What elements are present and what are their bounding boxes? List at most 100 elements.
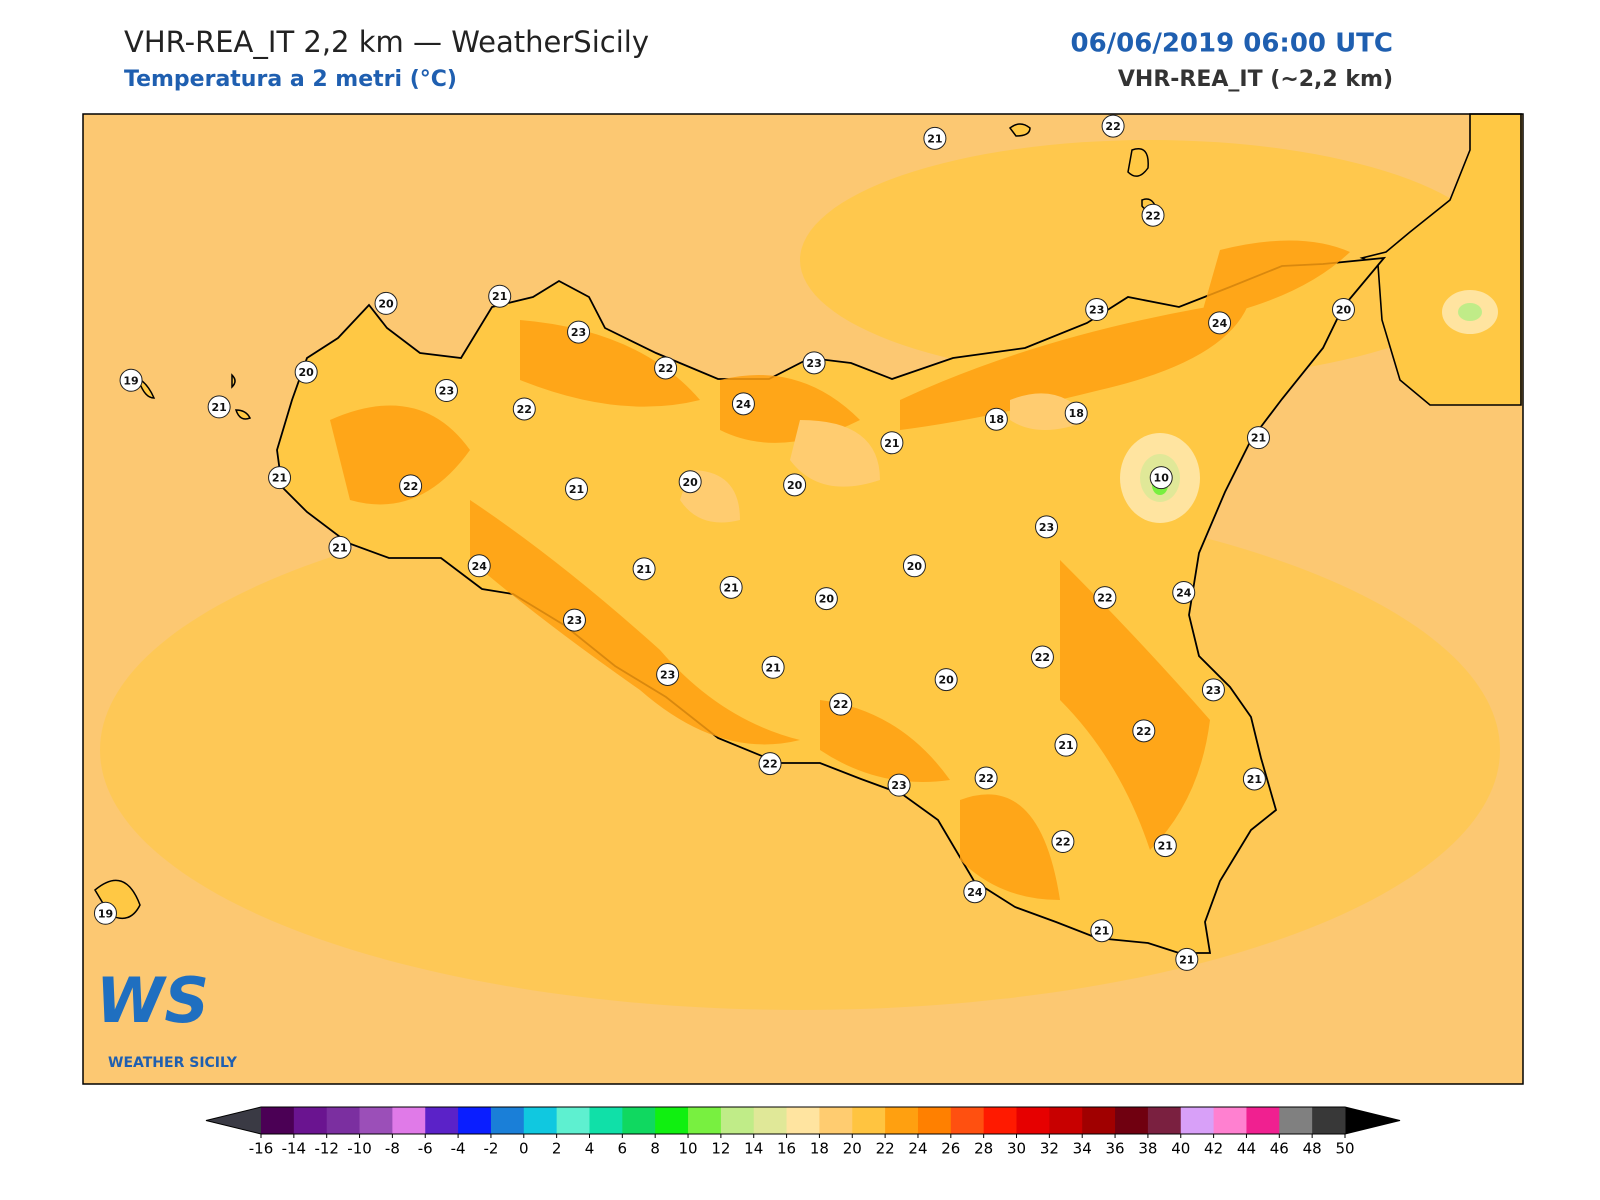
station-value: 21	[569, 483, 584, 496]
colorbar-tick-label: 36	[1106, 1140, 1125, 1158]
station-value: 20	[378, 297, 394, 310]
colorbar-segment	[885, 1107, 919, 1134]
colorbar-segment	[1312, 1107, 1346, 1134]
colorbar-tick-label: 16	[777, 1140, 796, 1158]
station-marker	[984, 407, 1008, 431]
station-marker	[678, 470, 702, 494]
colorbar-segment	[983, 1107, 1018, 1134]
colorbar-tick-label: 44	[1237, 1140, 1256, 1158]
colorbar-tick-label: 48	[1303, 1140, 1322, 1158]
station-marker	[1153, 834, 1177, 858]
colorbar-segment	[950, 1107, 985, 1134]
colorbar-tick-label: -6	[418, 1140, 433, 1158]
station-value: 20	[1336, 304, 1352, 317]
station-value: 23	[806, 357, 821, 370]
station-marker	[783, 473, 807, 497]
station-marker	[565, 477, 589, 501]
colorbar-segment	[688, 1107, 722, 1134]
station-value: 23	[891, 779, 906, 792]
station-value: 22	[658, 362, 673, 375]
station-value: 19	[123, 374, 138, 387]
colorbar-segment	[1082, 1107, 1116, 1134]
colorbar-segment	[293, 1107, 328, 1134]
cool-patch	[680, 393, 1090, 523]
station-marker	[923, 126, 947, 150]
colorbar-segment	[1279, 1107, 1313, 1134]
station-marker	[829, 692, 853, 716]
station-value: 22	[1055, 836, 1070, 849]
station-marker	[880, 431, 904, 455]
station-value: 20	[907, 560, 923, 573]
station-value: 23	[660, 668, 675, 681]
stations: 21 22 22 20 21 23 22 23 23 24 20 19 21 20 23 22 24 18 18 21…	[93, 114, 1355, 971]
station-value: 23	[439, 385, 454, 398]
colorbar-segment	[917, 1107, 952, 1134]
colorbar-tick-label: 24	[908, 1140, 927, 1158]
colorbar-under	[206, 1107, 261, 1134]
colorbar-tick-label: -4	[451, 1140, 466, 1158]
colorbar-segment	[1147, 1107, 1182, 1134]
colorbar-tick-label: 2	[552, 1140, 562, 1158]
logo-mark: WS	[96, 964, 209, 1037]
station-marker	[1242, 767, 1266, 791]
station-value: 21	[1247, 773, 1262, 786]
colorbar-segment	[1115, 1107, 1149, 1134]
colorbar-tick-label: 12	[711, 1140, 730, 1158]
colorbar-segment	[261, 1107, 295, 1134]
colorbar-tick-label: 38	[1138, 1140, 1157, 1158]
station-marker	[814, 587, 838, 611]
station-value: 24	[472, 560, 488, 573]
station-marker	[1201, 678, 1225, 702]
station-marker	[294, 360, 318, 384]
station-marker	[802, 351, 826, 375]
colorbar-tick-label: -14	[282, 1140, 307, 1158]
station-value: 21	[1058, 739, 1073, 752]
station-marker	[1051, 830, 1075, 854]
colorbar-tick-label: 26	[941, 1140, 960, 1158]
station-value: 21	[272, 472, 287, 485]
subtitle: Temperatura a 2 metri (°C)	[124, 67, 457, 92]
colorbar: -16 -14 -12 -10 -8 -6 -4 -2 0 2 4 6 8 10 12 14 16 18 20 22 2…	[205, 1106, 1401, 1158]
station-marker	[1090, 919, 1114, 943]
station-marker	[93, 901, 117, 925]
station-value: 20	[819, 593, 835, 606]
station-marker	[207, 395, 231, 419]
colorbar-segment	[523, 1107, 558, 1134]
colorbar-segment	[753, 1107, 788, 1134]
station-marker	[761, 655, 785, 679]
map-frame	[82, 113, 1524, 1085]
station-marker	[1132, 719, 1156, 743]
colorbar-tick-label: 10	[678, 1140, 697, 1158]
station-marker	[399, 474, 423, 498]
station-marker	[1035, 515, 1059, 539]
station-value: 20	[299, 366, 315, 379]
station-value: 10	[1154, 472, 1170, 485]
map: WS WEATHER SICILY	[82, 113, 1524, 1085]
colorbar-segment	[589, 1107, 623, 1134]
station-marker	[1149, 466, 1173, 490]
station-marker	[632, 557, 656, 581]
colorbar-segment	[720, 1107, 755, 1134]
station-value: 23	[1206, 684, 1221, 697]
station-marker	[1208, 311, 1232, 335]
station-marker	[1172, 580, 1196, 604]
station-marker	[1101, 114, 1125, 138]
aspromonte-cold	[1458, 303, 1482, 321]
station-marker	[434, 379, 458, 403]
station-value: 20	[787, 479, 803, 492]
station-marker	[887, 773, 911, 797]
station-marker	[467, 554, 491, 578]
station-value: 21	[492, 290, 507, 303]
colorbar-tick-label: 8	[650, 1140, 660, 1158]
station-value: 22	[1035, 651, 1050, 664]
station-marker	[1331, 298, 1355, 322]
colorbar-segment	[490, 1107, 525, 1134]
colorbar-segment	[819, 1107, 853, 1134]
colorbar-outline	[205, 1106, 1401, 1135]
station-value: 21	[332, 541, 347, 554]
colorbar-segment	[392, 1107, 426, 1134]
station-value: 22	[1145, 209, 1160, 222]
station-marker	[512, 397, 536, 421]
colorbar-segment	[326, 1107, 361, 1134]
